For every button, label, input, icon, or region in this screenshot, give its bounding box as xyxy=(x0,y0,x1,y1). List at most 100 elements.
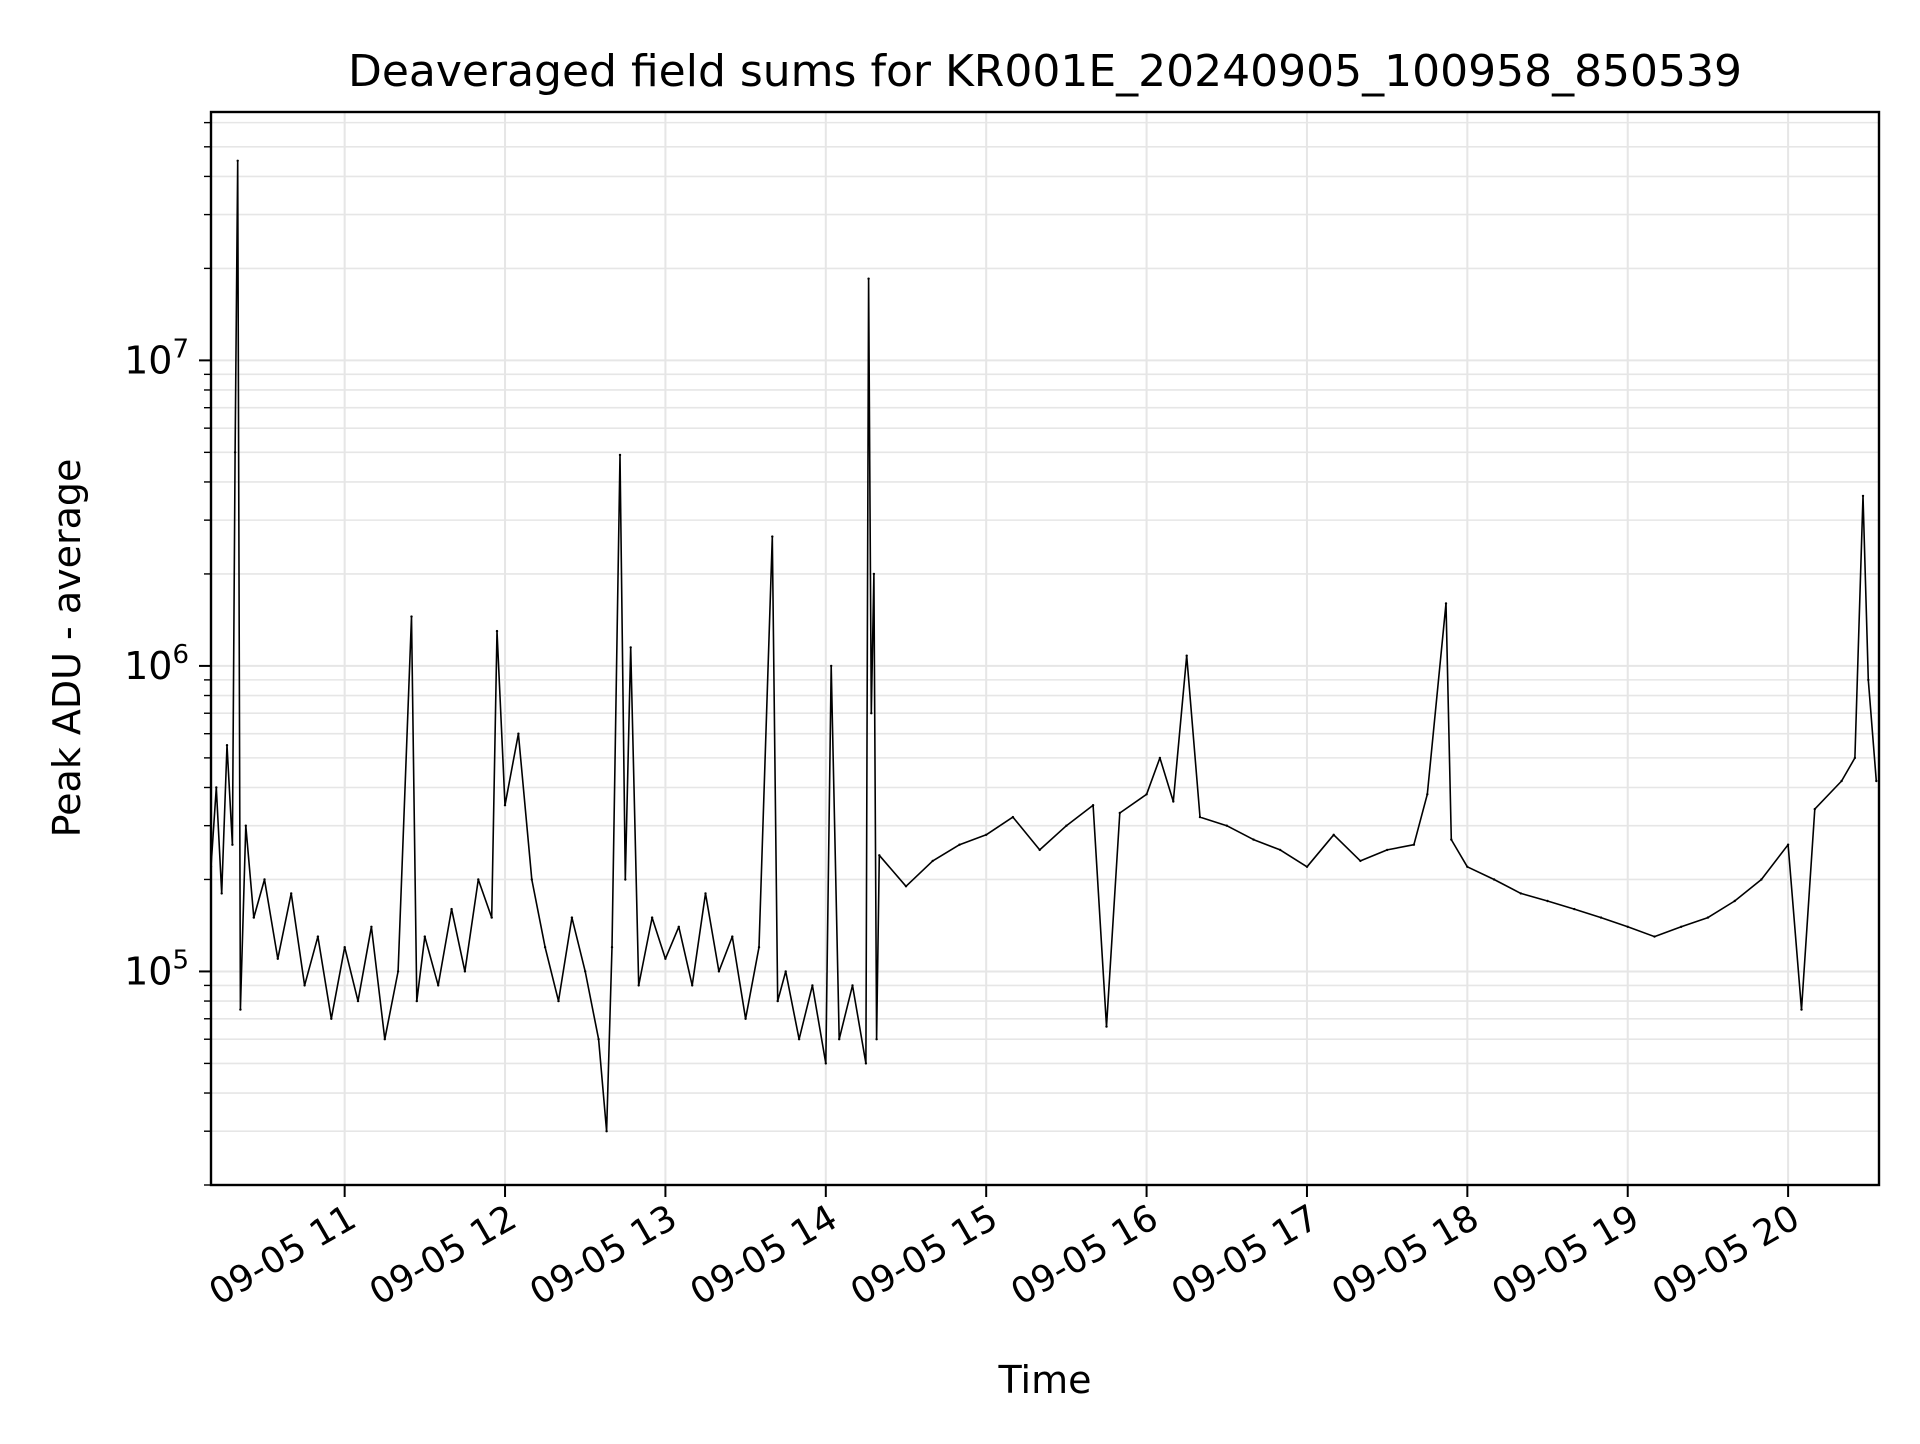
data-point xyxy=(1546,899,1549,903)
data-point xyxy=(1305,865,1309,868)
data-point xyxy=(811,984,814,987)
plot-frame xyxy=(209,110,1881,1187)
data-point xyxy=(731,935,734,938)
data-point xyxy=(1145,793,1148,796)
data-point xyxy=(1252,838,1255,841)
data-point xyxy=(1198,815,1202,819)
data-point xyxy=(717,970,721,973)
data-point xyxy=(677,925,680,928)
data-point xyxy=(415,999,418,1003)
data-point xyxy=(225,744,229,747)
data-point xyxy=(543,946,547,949)
data-point xyxy=(1733,899,1736,903)
data-point xyxy=(1786,843,1790,846)
data-point xyxy=(597,1038,600,1041)
data-point xyxy=(570,916,574,919)
data-point xyxy=(236,159,239,162)
data-point xyxy=(423,935,426,938)
data-point xyxy=(370,925,373,928)
data-point xyxy=(637,984,640,987)
data-point xyxy=(931,859,934,863)
data-point xyxy=(231,843,234,846)
data-point xyxy=(1813,807,1817,811)
data-point xyxy=(838,1038,841,1041)
series-line xyxy=(211,160,1878,1132)
data-point xyxy=(776,999,779,1003)
data-point xyxy=(1225,824,1229,827)
data-point xyxy=(1105,1025,1108,1028)
data-point xyxy=(330,1017,333,1020)
data-point xyxy=(870,712,873,715)
data-point xyxy=(233,451,237,454)
data-point xyxy=(463,970,467,973)
data-point xyxy=(618,453,622,457)
data-point xyxy=(1450,838,1453,841)
data-point xyxy=(1091,804,1095,807)
data-point xyxy=(1444,602,1448,605)
y-axis-label: Peak ADU - average xyxy=(45,459,89,838)
data-point xyxy=(1680,925,1683,928)
data-point xyxy=(704,892,707,895)
data-point xyxy=(1840,779,1843,783)
data-point xyxy=(1158,756,1162,760)
data-point xyxy=(517,732,520,735)
data-point xyxy=(1492,878,1496,881)
data-point xyxy=(316,935,320,938)
data-point xyxy=(904,885,908,888)
data-point xyxy=(958,843,961,846)
data-point xyxy=(744,1017,747,1020)
y-tick-label: 105 xyxy=(124,945,189,993)
data-point xyxy=(437,984,440,987)
data-point xyxy=(1875,779,1878,783)
data-point xyxy=(1172,800,1175,803)
data-point xyxy=(1332,833,1335,836)
data-point xyxy=(244,824,247,827)
data-point xyxy=(1853,756,1857,760)
data-point xyxy=(867,277,870,280)
data-point xyxy=(851,984,854,987)
data-point xyxy=(650,916,654,919)
data-point xyxy=(1185,654,1188,657)
data-point xyxy=(303,984,306,987)
data-point xyxy=(1867,678,1870,682)
data-point xyxy=(1573,907,1576,911)
data-point xyxy=(383,1038,386,1041)
data-point xyxy=(220,892,223,895)
data-point xyxy=(239,1008,242,1011)
data-point xyxy=(530,878,533,881)
data-point xyxy=(490,916,493,919)
data-point xyxy=(610,946,614,949)
data-point xyxy=(1279,848,1282,852)
data-point xyxy=(1426,793,1429,796)
data-point xyxy=(1800,1008,1803,1011)
data-point xyxy=(1412,843,1416,846)
data-point xyxy=(784,970,787,973)
data-point xyxy=(1653,935,1656,938)
data-point xyxy=(1011,815,1015,819)
data-point xyxy=(1760,878,1763,881)
data-point xyxy=(624,878,627,881)
y-tick-label: 106 xyxy=(124,640,189,688)
data-point xyxy=(797,1038,801,1041)
data-point xyxy=(1599,916,1603,919)
x-axis-label: Time xyxy=(998,1358,1092,1402)
data-point xyxy=(1861,494,1865,498)
data-point xyxy=(824,1062,827,1065)
data-point xyxy=(1038,848,1041,852)
data-point xyxy=(864,1062,868,1065)
data-point xyxy=(263,878,266,881)
plot-layer xyxy=(211,159,1878,1133)
data-point xyxy=(410,615,413,618)
data-point xyxy=(629,646,632,649)
data-point xyxy=(1706,916,1710,919)
y-tick-label: 107 xyxy=(124,334,189,382)
data-point xyxy=(495,629,499,633)
data-point xyxy=(1519,892,1523,895)
data-point xyxy=(872,572,876,576)
data-point xyxy=(450,907,453,911)
data-point xyxy=(252,916,255,919)
data-point xyxy=(757,946,761,949)
data-point xyxy=(215,786,218,789)
